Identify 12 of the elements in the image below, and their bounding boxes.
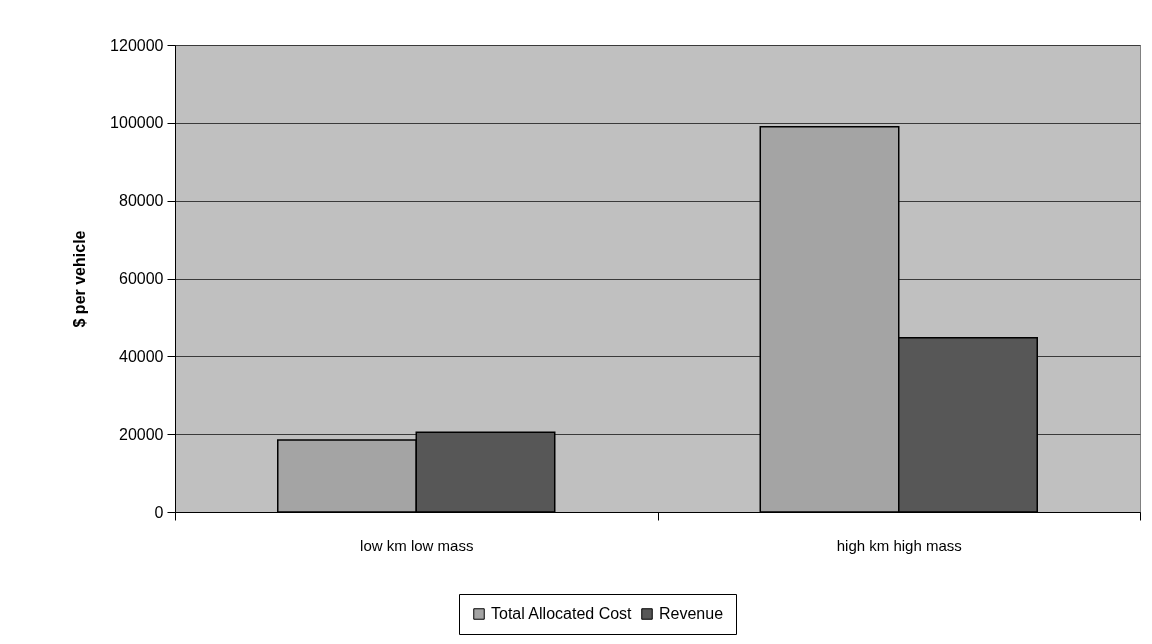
x-tick-label: low km low mass bbox=[360, 536, 474, 554]
y-tick-label: 40000 bbox=[119, 347, 164, 365]
y-tick-label: 120000 bbox=[110, 36, 164, 54]
y-axis-title: $ per vehicle bbox=[71, 230, 89, 328]
y-tick-label: 20000 bbox=[119, 425, 164, 443]
y-tick-label: 100000 bbox=[110, 114, 164, 132]
legend-label: Revenue bbox=[659, 605, 724, 622]
legend-label: Total Allocated Cost bbox=[491, 605, 633, 622]
y-tick-label: 80000 bbox=[119, 192, 164, 210]
y-tick-label: 0 bbox=[154, 503, 164, 521]
y-tick-label: 60000 bbox=[119, 270, 164, 287]
x-tick-label: high km high mass bbox=[836, 536, 962, 554]
